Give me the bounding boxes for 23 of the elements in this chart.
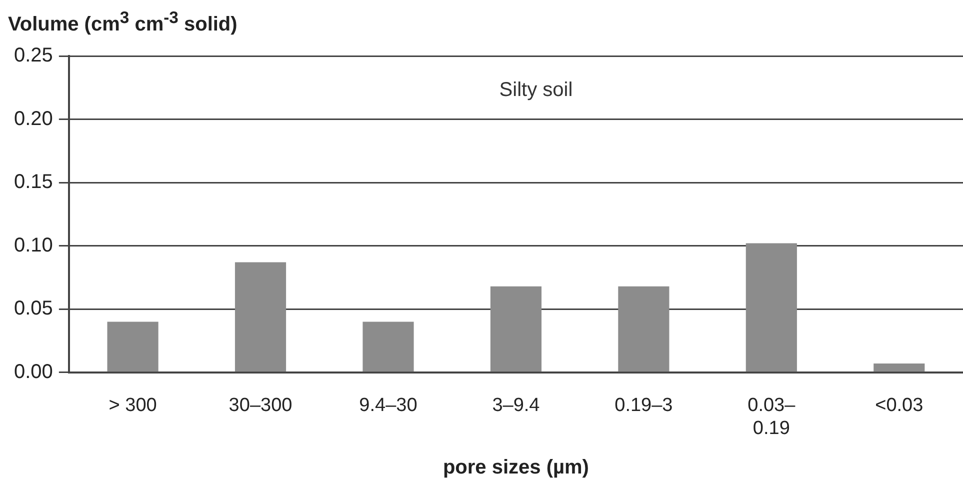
bar xyxy=(107,322,158,372)
y-tick-label: 0.10 xyxy=(14,234,53,256)
x-tick-label: > 300 xyxy=(108,395,157,416)
x-tick-label: 0.03–0.19 xyxy=(748,395,796,439)
y-tick-label: 0.20 xyxy=(14,108,53,130)
y-tick-label: 0.25 xyxy=(14,44,53,67)
x-tick-label: <0.03 xyxy=(875,395,924,416)
y-axis-title: Volume (cm$^{3}$ cm$^{-3}$ solid) xyxy=(8,8,238,38)
x-tick-label: 9.4–30 xyxy=(359,395,418,416)
bar xyxy=(618,286,670,372)
y-tick-label: 0.00 xyxy=(14,360,53,383)
bar xyxy=(490,286,542,372)
bar xyxy=(234,262,286,372)
x-tick-label: 0.19–3 xyxy=(614,395,673,416)
x-tick-label: 30–300 xyxy=(228,395,292,416)
annotation: Silty soil xyxy=(499,79,573,101)
bar xyxy=(746,243,797,372)
x-tick-label: 3–9.4 xyxy=(492,395,540,416)
x-axis-title: pore sizes (µm) xyxy=(442,456,589,479)
bar xyxy=(874,364,925,372)
y-tick-label: 0.15 xyxy=(14,171,53,194)
y-tick-label: 0.05 xyxy=(14,298,53,320)
bar xyxy=(362,322,414,372)
